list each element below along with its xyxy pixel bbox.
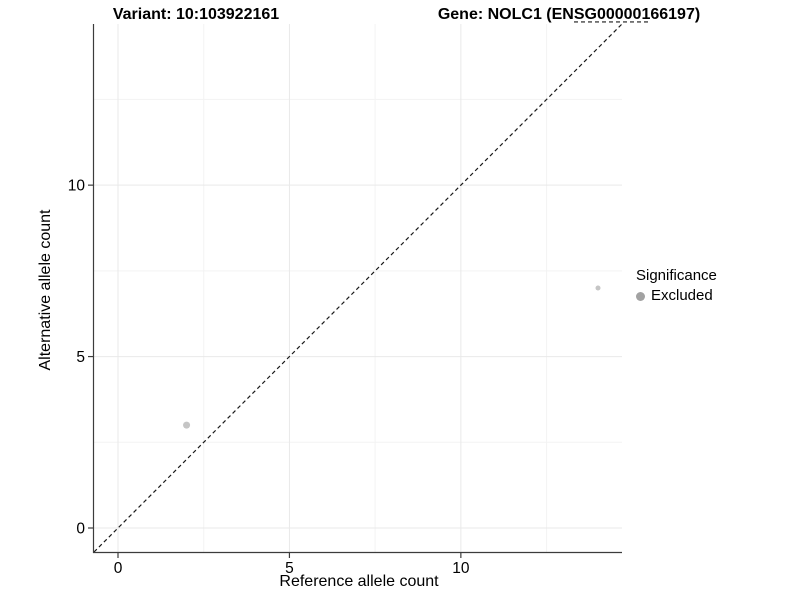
y-tick-label: 0 [76,521,85,538]
x-tick-label: 10 [452,560,470,577]
x-tick-label: 0 [114,560,123,577]
legend-item-label: Excluded [651,287,713,304]
y-tick-label: 5 [76,349,85,366]
data-point [595,285,601,291]
legend-item-excluded: Excluded [636,286,717,306]
variant-title: Variant: 10:103922161 [112,6,280,23]
legend-point-icon [636,291,645,301]
legend-title: Significance [636,267,717,284]
identity-line [93,23,623,553]
data-point [183,421,191,429]
y-tick-label: 10 [68,178,86,195]
x-axis-label: Reference allele count [279,573,439,590]
gene-title: Gene: NOLC1 (ENSG00000166197) [437,6,701,23]
legend: Significance Excluded [636,266,717,306]
x-tick-label: 5 [285,560,294,577]
